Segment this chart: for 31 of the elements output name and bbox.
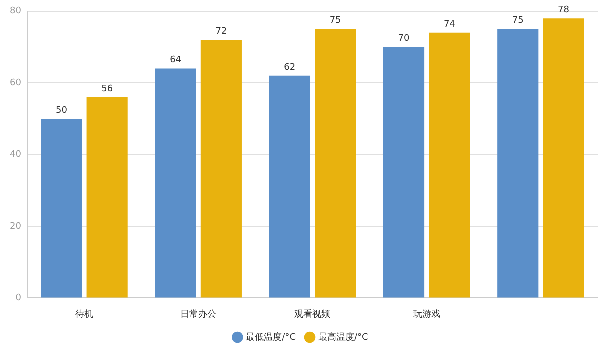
bar (429, 32, 470, 298)
data-label: 72 (216, 26, 228, 37)
bar (155, 68, 196, 298)
y-tick-label: 40 (10, 150, 22, 160)
y-tick-label: 60 (10, 78, 22, 88)
bar (200, 40, 242, 298)
bar (86, 97, 128, 298)
data-label: 50 (56, 106, 68, 116)
bar (41, 118, 82, 298)
bar (543, 18, 584, 298)
bar (269, 76, 310, 298)
data-label: 62 (284, 62, 296, 73)
legend-label: 最低温度/°C (246, 332, 296, 343)
legend-label: 最高温度/°C (318, 332, 368, 343)
bar (498, 29, 539, 298)
x-tick-label: 待机 (76, 308, 94, 320)
y-tick-label: 20 (10, 222, 22, 232)
data-label: 75 (330, 16, 342, 26)
data-label: 78 (558, 5, 570, 16)
bar (383, 47, 425, 298)
data-label: 70 (398, 34, 410, 44)
x-tick-label: 观看视频 (294, 308, 331, 320)
data-label: 64 (170, 56, 182, 66)
x-tick-label: 玩游戏 (413, 308, 440, 320)
data-label: 56 (102, 84, 114, 94)
data-label: 74 (444, 20, 456, 30)
x-tick-label: 日常办公 (180, 308, 217, 320)
bar (315, 29, 356, 298)
y-tick-label: 0 (16, 294, 22, 304)
data-label: 75 (512, 16, 524, 26)
y-tick-label: 80 (10, 6, 22, 17)
